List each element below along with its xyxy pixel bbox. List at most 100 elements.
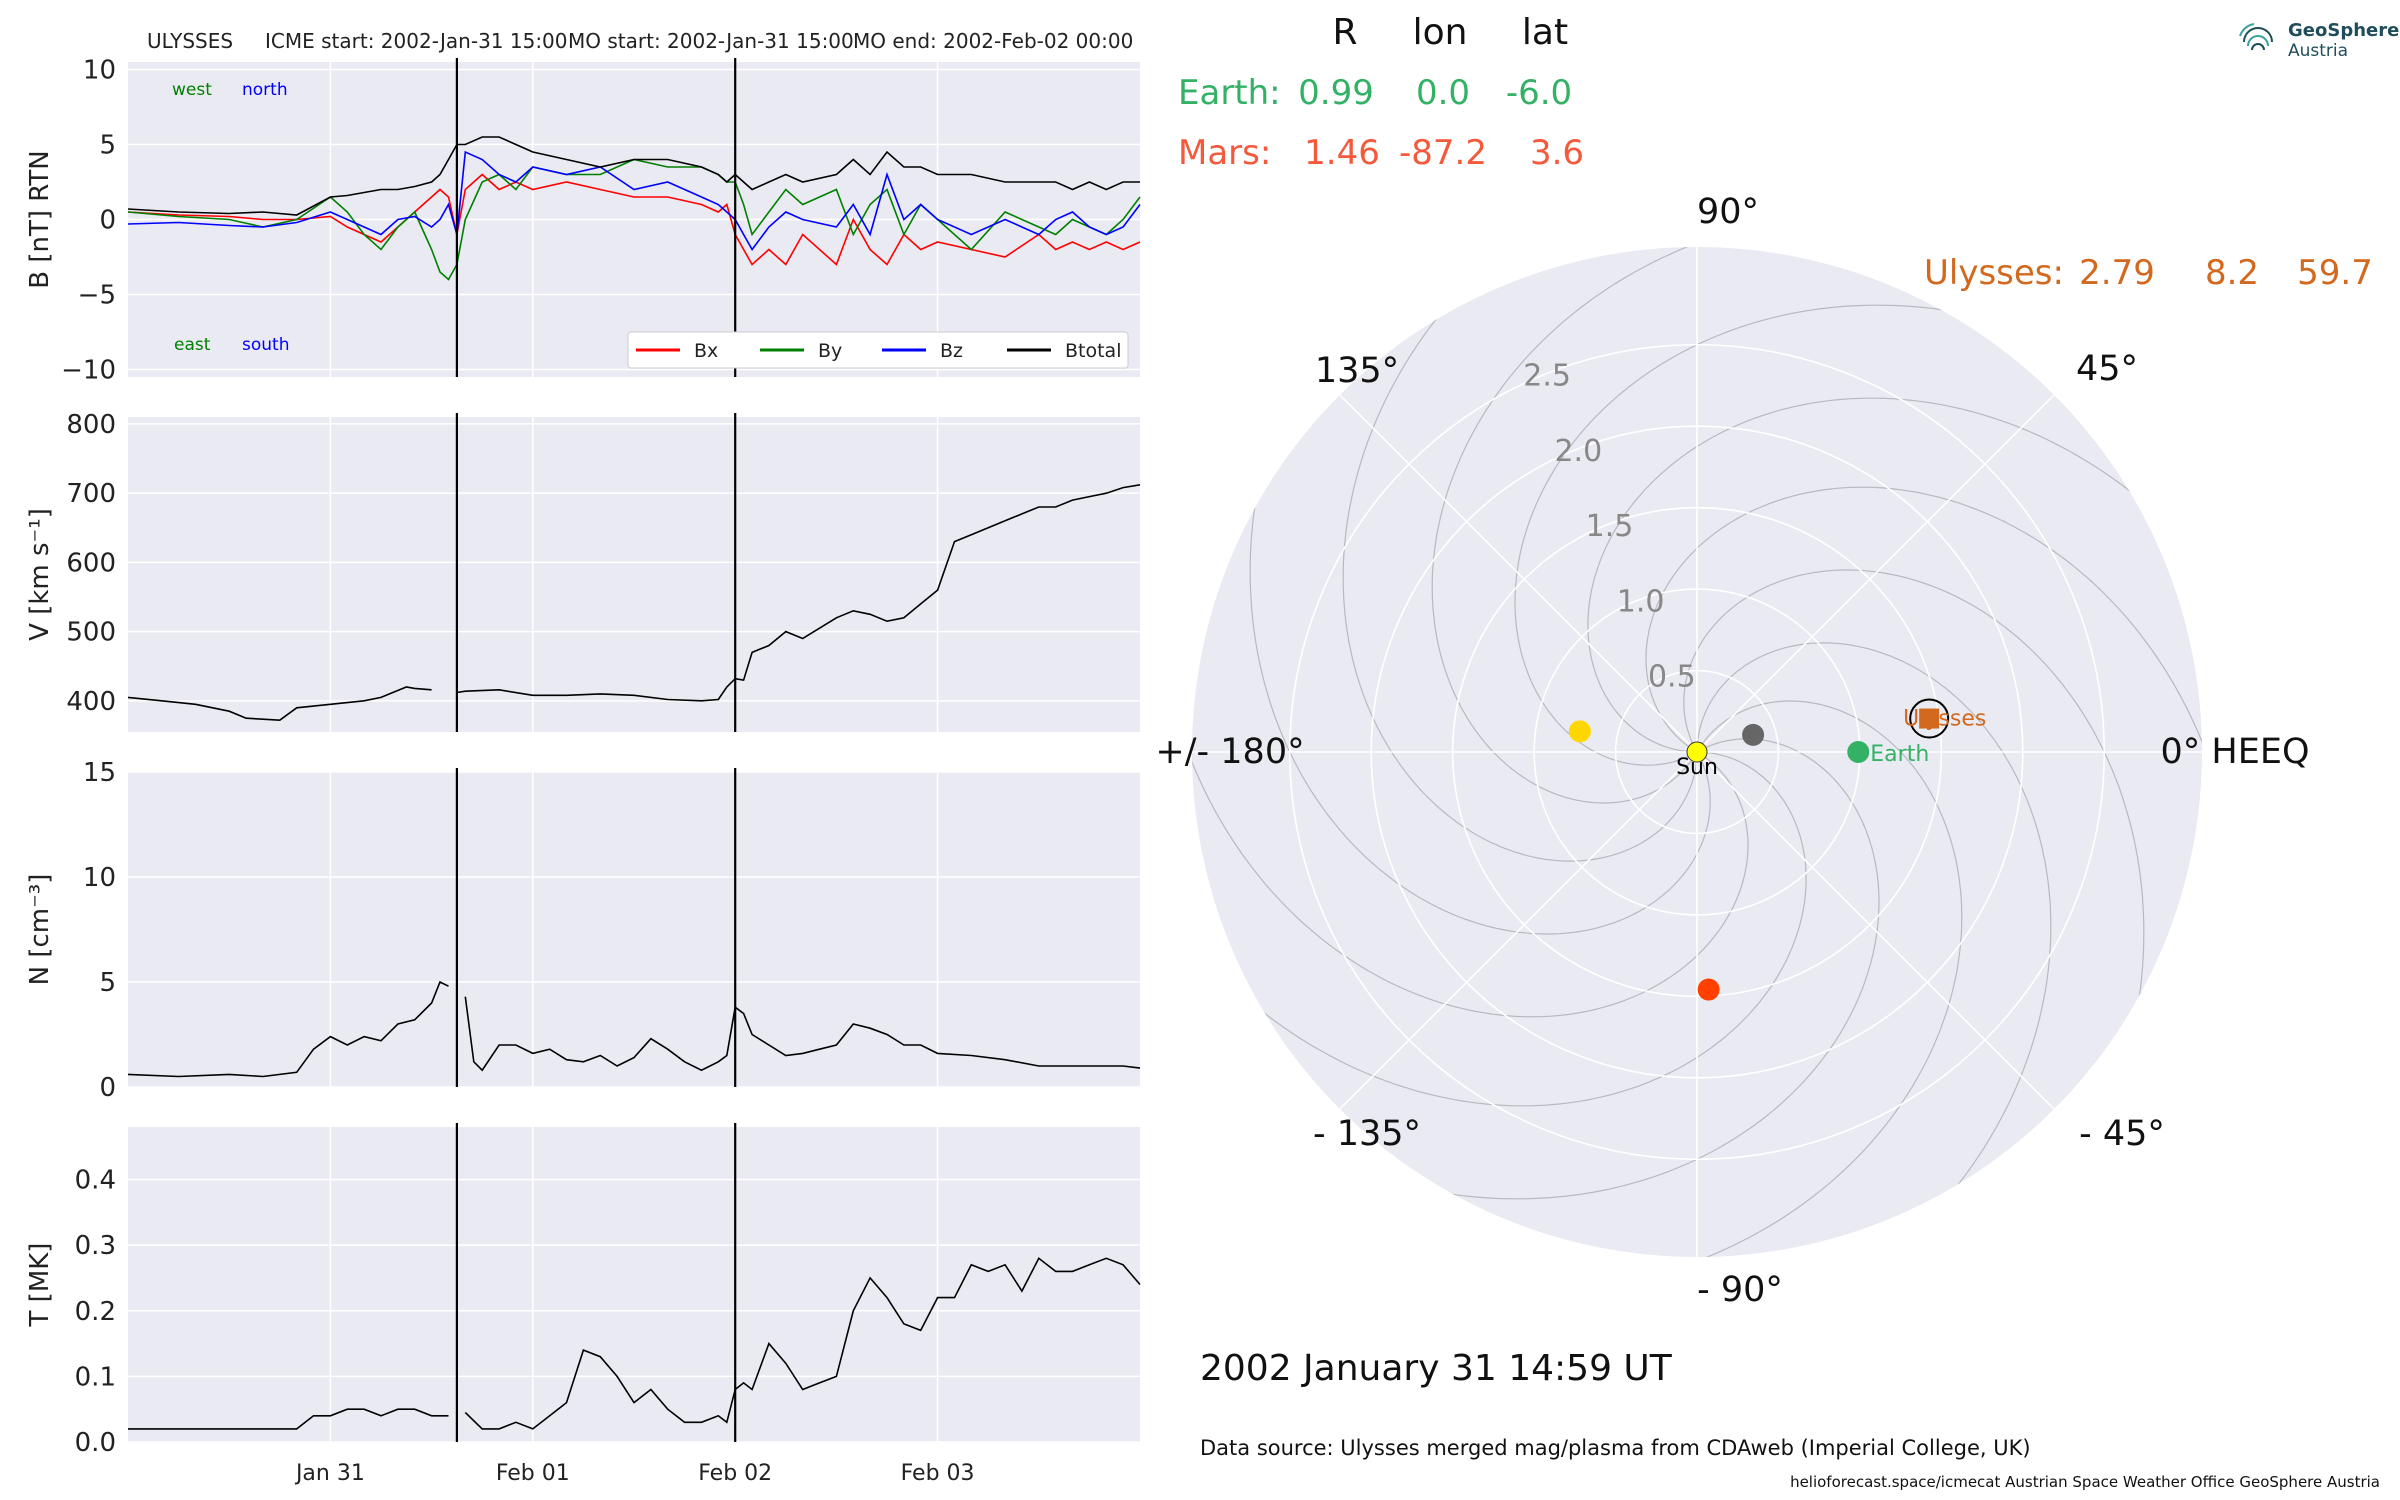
angle-label: 135°: [1315, 351, 1399, 391]
y-tick-label: 15: [83, 758, 116, 788]
body-marker-sun: [1686, 741, 1708, 763]
logo-title: GeoSphere: [2288, 20, 2399, 41]
parker-spiral-line: [1580, 700, 1963, 1257]
series-line-v: [127, 484, 1141, 722]
y-tick-label: 5: [99, 968, 116, 998]
angle-label: - 90°: [1697, 1270, 1783, 1310]
header-mo-start: MO start: 2002-Jan-31 15:00: [568, 29, 854, 53]
y-tick-label: 10: [83, 863, 116, 893]
header-mo-end: MO end: 2002-Feb-02 00:00: [853, 29, 1133, 53]
x-tick-label: Feb 01: [496, 1461, 570, 1486]
series-line-btotal: [127, 136, 1140, 216]
table-header-lon: lon: [1413, 12, 1468, 53]
y-tick-label: 700: [66, 479, 116, 509]
x-tick-label: Jan 31: [294, 1461, 365, 1486]
x-tick-label: Feb 03: [901, 1461, 975, 1486]
y-tick-label: 0.4: [75, 1166, 116, 1196]
panel-T: 0.0 0.1 0.2 0.3 0.4 T [MK] Jan 31 Feb 01 Feb 02 F…: [25, 1123, 1141, 1486]
legend-label-bz: Bz: [940, 340, 963, 362]
r-tick-label: 0.5: [1648, 660, 1696, 695]
data-source: Data source: Ulysses merged mag/plasma f…: [1200, 1436, 2031, 1460]
angle-gridline: [1339, 394, 1698, 753]
legend-label-bx: Bx: [694, 340, 718, 362]
body-label-sun: Sun: [1676, 755, 1718, 780]
y-axis-label: N [cm⁻³]: [25, 874, 55, 986]
corner-label-east: east: [174, 335, 211, 355]
panel-background: [128, 417, 1140, 732]
angle-gridline: [1339, 751, 1698, 1110]
earth-row-label: Earth:: [1178, 73, 1281, 113]
body-label-earth: Earth: [1870, 742, 1929, 767]
panel-background: [128, 772, 1140, 1087]
table-header-r: R: [1332, 12, 1357, 53]
header-icme-start: ICME start: 2002-Jan-31 15:00: [265, 29, 568, 53]
ulysses-row-lat: 59.7: [2297, 253, 2373, 293]
mars-row-lat: 3.6: [1530, 133, 1584, 173]
legend-label-btotal: Btotal: [1065, 340, 1121, 362]
parker-spiral-line: [1587, 397, 2202, 753]
body-label-ulysses: Ulysses: [1903, 707, 1986, 732]
angle-label: 45°: [2076, 349, 2138, 389]
y-tick-label: 5: [99, 131, 116, 161]
r-tick-label: 2.5: [1523, 359, 1571, 394]
panel-background: [128, 1127, 1140, 1442]
corner-label-west: west: [172, 80, 212, 100]
r-tick-label: 1.0: [1617, 584, 1665, 619]
y-tick-label: 400: [66, 687, 116, 717]
series-line-t: [128, 1257, 1141, 1430]
y-tick-label: 0: [99, 1073, 116, 1103]
y-tick-label: 600: [66, 548, 116, 578]
earth-row-lat: -6.0: [1506, 73, 1572, 113]
header-spacecraft: ULYSSES: [147, 29, 233, 53]
mars-row-lon: -87.2: [1399, 133, 1487, 173]
legend-label-by: By: [818, 340, 842, 362]
corner-label-north: north: [242, 80, 288, 100]
y-tick-label: 0.0: [75, 1428, 116, 1458]
y-tick-label: 0.3: [75, 1231, 116, 1261]
legend: Bx By Bz Btotal: [627, 331, 1129, 369]
y-tick-label: 800: [66, 410, 116, 440]
angle-label: 90°: [1697, 192, 1759, 232]
parker-spiral-line: [1192, 635, 1749, 1018]
header-line: ULYSSES ICME start: 2002-Jan-31 15:00 MO…: [147, 29, 1133, 53]
ulysses-ring: [1909, 698, 1950, 739]
table-header-lat: lat: [1522, 12, 1568, 53]
parker-spiral-line: [1645, 486, 2202, 869]
panel-N: 0 5 10 15 N [cm⁻³]: [25, 758, 1141, 1103]
angle-gridline: [1696, 394, 2055, 753]
angle-gridline: [1696, 751, 2055, 1110]
mars-row-label: Mars:: [1178, 133, 1271, 173]
angle-label: +/- 180°: [1155, 732, 1304, 772]
logo-subtitle: Austria: [2288, 41, 2348, 61]
geosphere-logo-icon: [2239, 23, 2273, 51]
x-tick-label: Feb 02: [698, 1461, 772, 1486]
r-tick-label: 2.0: [1554, 434, 1602, 469]
body-marker-earth: [1847, 741, 1870, 763]
parker-spiral-line: [1326, 738, 1880, 1200]
angle-label: 0° HEEQ: [2161, 732, 2310, 772]
y-tick-label: 10: [83, 56, 116, 86]
parker-spirals: [1192, 247, 2202, 1257]
parker-spiral-line: [1192, 751, 1807, 1107]
angle-label: - 45°: [2079, 1114, 2165, 1154]
polar-plot: 0.5 1.0 1.5 2.0 2.5 0° HEEQ 45° 90° 135° +/- 180°…: [1155, 192, 2309, 1310]
series-line-bz: [127, 150, 1141, 251]
parker-spiral-line: [1514, 304, 2068, 766]
panel-V: 400 500 600 700 800 V [km s⁻¹]: [25, 410, 1141, 732]
ulysses-row-lon: 8.2: [2205, 253, 2259, 293]
earth-row-r: 0.99: [1298, 73, 1374, 113]
body-marker-mars: [1697, 978, 1720, 1001]
y-tick-label: 500: [66, 618, 116, 648]
y-tick-label: 0.1: [75, 1362, 116, 1392]
mars-row-r: 1.46: [1304, 133, 1380, 173]
y-tick-label: 0: [99, 206, 116, 236]
r-tick-label: 1.5: [1586, 509, 1634, 544]
timestamp: 2002 January 31 14:59 UT: [1200, 1348, 1673, 1389]
parker-spiral-line: [1342, 247, 1698, 862]
positions-table: R lon lat Earth: 0.99 0.0 -6.0 Mars: 1.4…: [1178, 12, 2373, 293]
footer-credits: helioforecast.space/icmecat Austrian Spa…: [1790, 1473, 2380, 1491]
ulysses-row-label: Ulysses:: [1924, 253, 2064, 293]
corner-label-south: south: [242, 335, 289, 355]
